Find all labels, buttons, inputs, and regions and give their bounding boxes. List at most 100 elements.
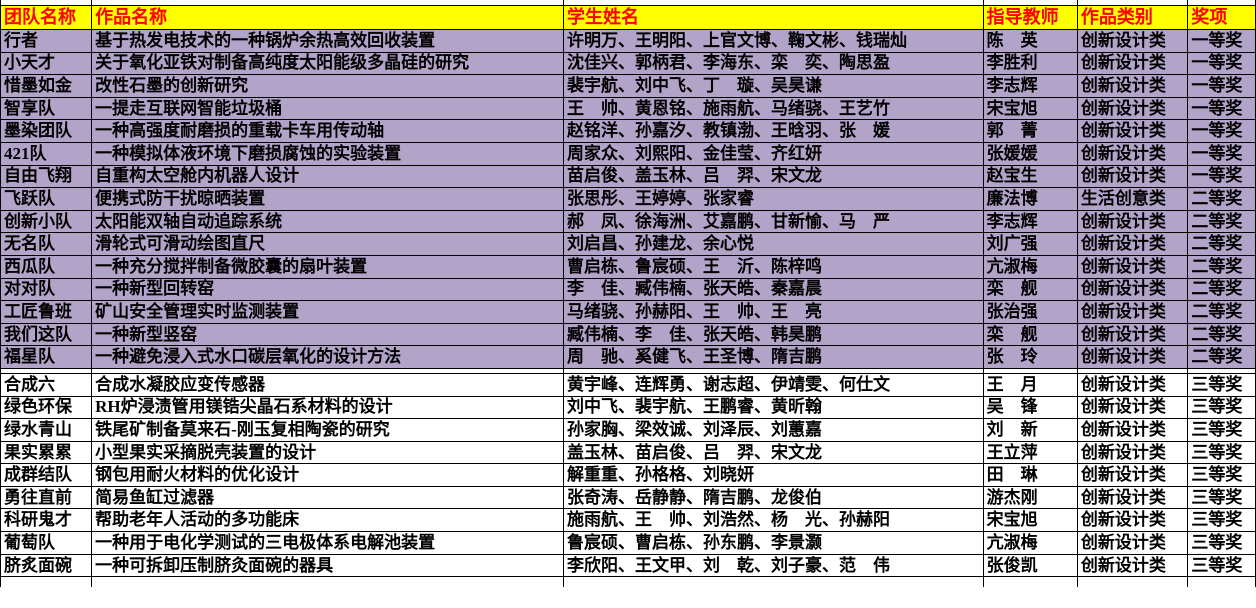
award-cell[interactable]: 一等奖 (1187, 96, 1256, 121)
award-cell[interactable]: 二等奖 (1187, 187, 1256, 211)
teacher-cell[interactable]: 栾 舰 (982, 277, 1078, 302)
work-cell[interactable]: 一提走互联网智能垃圾桶 (91, 96, 564, 121)
award-cell[interactable]: 三等奖 (1187, 463, 1256, 487)
teacher-cell[interactable]: 游杰刚 (982, 485, 1078, 510)
work-cell[interactable]: 基于热发电技术的一种锅炉余热高效回收装置 (91, 29, 564, 53)
students-cell[interactable]: 盖玉林、苗启俊、吕 羿、宋文龙 (562, 440, 984, 465)
team-cell[interactable]: 飞跃队 (0, 187, 93, 211)
team-cell[interactable]: 智享队 (0, 96, 93, 121)
award-cell[interactable]: 一等奖 (1187, 51, 1256, 76)
students-cell[interactable]: 刘启昌、孙建龙、余心悦 (562, 232, 984, 256)
work-cell[interactable]: 一种模拟体液环境下磨损腐蚀的实验装置 (91, 141, 564, 166)
teacher-cell[interactable]: 栾 舰 (982, 322, 1078, 347)
students-cell[interactable]: 刘中飞、裴宇航、王鹏睿、黄昕翰 (562, 395, 984, 420)
students-cell[interactable]: 许明万、王明阳、上官文博、鞠文彬、钱瑞灿 (562, 29, 984, 53)
team-cell[interactable]: 成群结队 (0, 463, 93, 487)
teacher-cell[interactable]: 张 玲 (982, 345, 1078, 369)
category-cell[interactable]: 创新设计类 (1076, 29, 1189, 53)
work-cell[interactable]: 一种高强度耐磨损的重载卡车用传动轴 (91, 119, 564, 143)
work-cell[interactable]: 钢包用耐火材料的优化设计 (91, 463, 564, 487)
award-cell[interactable]: 三等奖 (1187, 395, 1256, 420)
award-cell[interactable]: 三等奖 (1187, 440, 1256, 465)
students-cell[interactable]: 曹启栋、鲁宸硕、王 沂、陈梓鸣 (562, 254, 984, 279)
award-cell[interactable]: 二等奖 (1187, 209, 1256, 234)
work-cell[interactable]: 自重构太空舱内机器人设计 (91, 164, 564, 189)
category-cell[interactable]: 创新设计类 (1076, 300, 1189, 324)
work-cell[interactable]: RH炉浸渍管用镁锆尖晶石系材料的设计 (91, 395, 564, 420)
work-cell[interactable]: 便携式防干扰晾晒装置 (91, 187, 564, 211)
teacher-cell[interactable]: 田 琳 (982, 463, 1078, 487)
award-cell[interactable]: 三等奖 (1187, 485, 1256, 510)
students-cell[interactable]: 郝 凤、徐海洲、艾嘉鹏、甘新愉、马 严 (562, 209, 984, 234)
category-cell[interactable]: 创新设计类 (1076, 96, 1189, 121)
award-cell[interactable]: 一等奖 (1187, 141, 1256, 166)
award-cell[interactable]: 二等奖 (1187, 300, 1256, 324)
category-cell[interactable]: 创新设计类 (1076, 485, 1189, 510)
teacher-cell[interactable]: 刘 新 (982, 418, 1078, 442)
award-cell[interactable]: 二等奖 (1187, 277, 1256, 302)
category-cell[interactable]: 创新设计类 (1076, 553, 1189, 578)
team-cell[interactable]: 创新小队 (0, 209, 93, 234)
team-cell[interactable]: 行者 (0, 29, 93, 53)
team-cell[interactable]: 无名队 (0, 232, 93, 256)
teacher-cell[interactable]: 郭 菁 (982, 119, 1078, 143)
category-cell[interactable]: 创新设计类 (1076, 119, 1189, 143)
teacher-cell[interactable]: 亢淑梅 (982, 531, 1078, 555)
teacher-cell[interactable]: 赵宝生 (982, 164, 1078, 189)
category-cell[interactable]: 创新设计类 (1076, 74, 1189, 98)
team-cell[interactable]: 西瓜队 (0, 254, 93, 279)
teacher-cell[interactable]: 宋宝旭 (982, 96, 1078, 121)
students-cell[interactable]: 裴宇航、刘中飞、丁 璇、吴昊谦 (562, 74, 984, 98)
work-cell[interactable]: 太阳能双轴自动追踪系统 (91, 209, 564, 234)
team-cell[interactable]: 科研鬼才 (0, 508, 93, 533)
category-cell[interactable]: 创新设计类 (1076, 440, 1189, 465)
teacher-cell[interactable]: 亢淑梅 (982, 254, 1078, 279)
teacher-cell[interactable]: 吴 锋 (982, 395, 1078, 420)
work-cell[interactable]: 一种用于电化学测试的三电极体系电解池装置 (91, 531, 564, 555)
team-cell[interactable]: 墨染团队 (0, 119, 93, 143)
team-cell[interactable]: 脐炙面碗 (0, 553, 93, 578)
column-header-award[interactable]: 奖项 (1187, 5, 1256, 30)
teacher-cell[interactable]: 王 月 (982, 372, 1078, 397)
teacher-cell[interactable]: 宋宝旭 (982, 508, 1078, 533)
students-cell[interactable]: 孙家胸、梁效诚、刘泽辰、刘蕙嘉 (562, 418, 984, 442)
category-cell[interactable]: 创新设计类 (1076, 395, 1189, 420)
team-cell[interactable]: 惜墨如金 (0, 74, 93, 98)
team-cell[interactable]: 对对队 (0, 277, 93, 302)
category-cell[interactable]: 创新设计类 (1076, 232, 1189, 256)
work-cell[interactable]: 帮助老年人活动的多功能床 (91, 508, 564, 533)
students-cell[interactable]: 施雨航、王 帅、刘浩然、杨 光、孙赫阳 (562, 508, 984, 533)
students-cell[interactable]: 马绪骁、孙赫阳、王 帅、王 亮 (562, 300, 984, 324)
teacher-cell[interactable]: 陈 英 (982, 29, 1078, 53)
teacher-cell[interactable]: 李志辉 (982, 209, 1078, 234)
work-cell[interactable]: 合成水凝胶应变传感器 (91, 372, 564, 397)
students-cell[interactable]: 李欣阳、王文甲、刘 乾、刘子豪、范 伟 (562, 553, 984, 578)
teacher-cell[interactable]: 张治强 (982, 300, 1078, 324)
students-cell[interactable]: 臧伟楠、李 佳、张天皓、韩昊鹏 (562, 322, 984, 347)
teacher-cell[interactable]: 张俊凯 (982, 553, 1078, 578)
award-cell[interactable]: 二等奖 (1187, 345, 1256, 369)
category-cell[interactable]: 创新设计类 (1076, 164, 1189, 189)
award-cell[interactable]: 三等奖 (1187, 553, 1256, 578)
category-cell[interactable]: 创新设计类 (1076, 254, 1189, 279)
teacher-cell[interactable]: 张媛媛 (982, 141, 1078, 166)
award-cell[interactable]: 三等奖 (1187, 531, 1256, 555)
students-cell[interactable]: 鲁宸硕、曹启栋、孙东鹏、李景灏 (562, 531, 984, 555)
students-cell[interactable]: 黄宇峰、连辉勇、谢志超、伊靖雯、何仕文 (562, 372, 984, 397)
work-cell[interactable]: 简易鱼缸过滤器 (91, 485, 564, 510)
students-cell[interactable]: 解重重、孙格格、刘晓妍 (562, 463, 984, 487)
teacher-cell[interactable]: 刘广强 (982, 232, 1078, 256)
work-cell[interactable]: 一种新型竖窑 (91, 322, 564, 347)
award-cell[interactable]: 三等奖 (1187, 418, 1256, 442)
team-cell[interactable]: 工匠鲁班 (0, 300, 93, 324)
category-cell[interactable]: 创新设计类 (1076, 277, 1189, 302)
work-cell[interactable]: 滑轮式可滑动绘图直尺 (91, 232, 564, 256)
column-header-work[interactable]: 作品名称 (91, 5, 564, 30)
work-cell[interactable]: 一种充分搅拌制备微胶囊的扇叶装置 (91, 254, 564, 279)
students-cell[interactable]: 王 帅、黄恩铭、施雨航、马绪骁、王艺竹 (562, 96, 984, 121)
team-cell[interactable]: 福星队 (0, 345, 93, 369)
work-cell[interactable]: 一种避免浸入式水口碳层氧化的设计方法 (91, 345, 564, 369)
award-cell[interactable]: 一等奖 (1187, 119, 1256, 143)
category-cell[interactable]: 创新设计类 (1076, 141, 1189, 166)
column-header-teacher[interactable]: 指导教师 (982, 5, 1078, 30)
